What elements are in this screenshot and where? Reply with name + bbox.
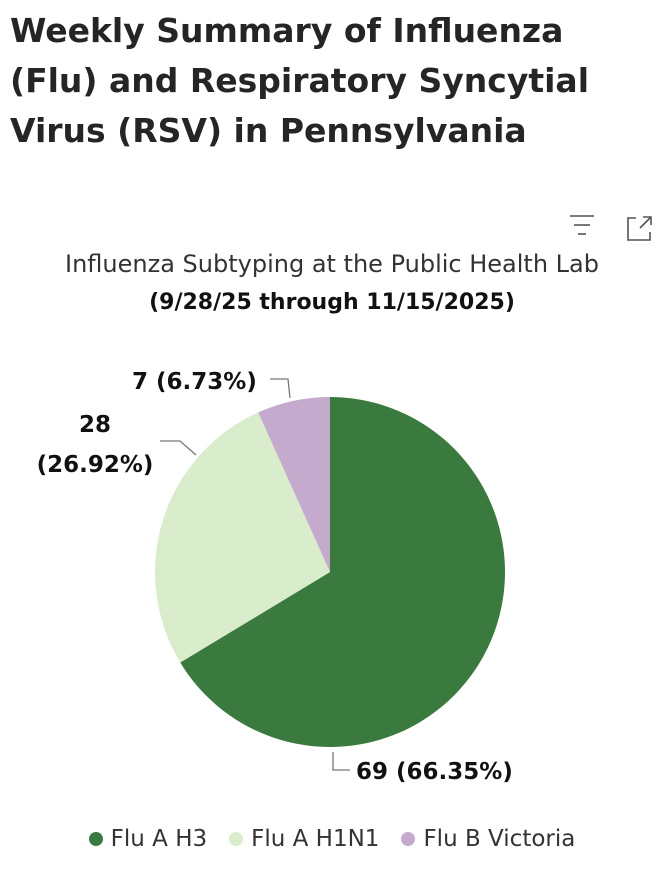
legend-swatch [401, 832, 416, 846]
data-label: 28 (26.92%) [36, 412, 154, 478]
page-title: Weekly Summary of Influenza (Flu) and Re… [10, 11, 590, 150]
legend-swatch [229, 832, 244, 846]
data-label: 69 (66.35%) [356, 759, 513, 785]
legend: Flu A H3 Flu A H1N1 Flu B Victoria [0, 826, 664, 852]
legend-item[interactable]: Flu B Victoria [401, 826, 575, 852]
filter-icon[interactable] [570, 215, 594, 235]
legend-item[interactable]: Flu A H3 [88, 826, 208, 852]
pie-slice[interactable] [180, 397, 505, 748]
legend-item[interactable]: Flu A H1N1 [229, 826, 379, 852]
legend-label: Flu B Victoria [423, 826, 576, 852]
chart-subtitle: (9/28/25 through 11/15/2025) [149, 290, 515, 315]
pie-slice[interactable] [155, 412, 330, 663]
data-label: 7 (6.73%) [132, 369, 257, 395]
focus-mode-icon[interactable] [627, 216, 652, 241]
pie-slice[interactable] [258, 397, 330, 572]
legend-label: Flu A H3 [110, 826, 208, 852]
legend-swatch [88, 832, 103, 846]
chart-title: Influenza Subtyping at the Public Health… [65, 250, 599, 278]
leader-lines [160, 378, 350, 771]
legend-label: Flu A H1N1 [251, 826, 380, 852]
